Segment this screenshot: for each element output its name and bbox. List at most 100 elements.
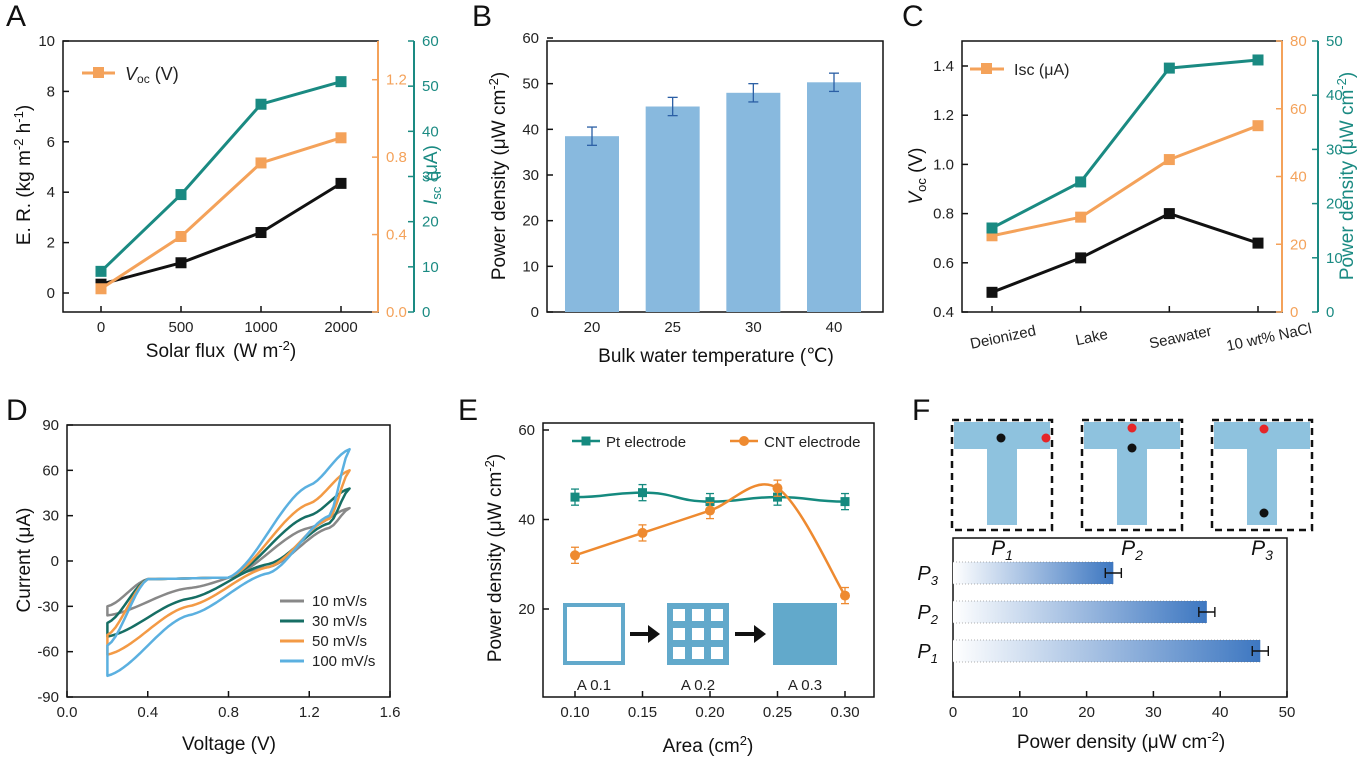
panel-e-inset-electrode-3 [773, 603, 837, 665]
panel-a-series-1-point-0 [95, 283, 107, 295]
panel-a-legend-marker [93, 67, 104, 78]
panel-c-series-0-point-3 [1252, 237, 1264, 249]
panel-c-series-0-point-2 [1163, 208, 1175, 220]
panel-c-series-0-line [991, 212, 1259, 294]
panel-f-device-label-1: P2 [1121, 537, 1143, 563]
panel-a-yorange-tick-label-3: 1.2 [386, 72, 407, 89]
panel-a-series-1-point-2 [255, 157, 267, 169]
panel-c-x-tick-label-2: Seawater [1148, 323, 1214, 353]
panel-a-yorange-tick-label-2: 0.8 [386, 149, 407, 166]
panel-a-yleft-tick-label-3: 6 [47, 134, 55, 151]
panel-e-x-tick-label-2: 0.20 [695, 704, 724, 721]
panel-f-device-box-0 [950, 418, 1054, 532]
panel-b-x-tick-label-0: 20 [584, 319, 601, 336]
panel-d-y-tick-label-6: 90 [42, 417, 59, 434]
panel-f-device-1-electrode-1 [1127, 423, 1137, 433]
panel-e-inset-label-1: A 0.2 [681, 677, 715, 694]
panel-a-yteal-tick-label-0: 0 [422, 304, 430, 321]
panel-c-yleft-tick-label-2: 0.8 [933, 206, 954, 223]
panel-d-y-tick-label-5: 60 [42, 462, 59, 479]
panel-f-letter: F [912, 394, 930, 427]
panel-a-xlabel: Solar flux (W m-2) [146, 338, 296, 362]
panel-a-yorange-tick-label-0: 0.0 [386, 304, 407, 321]
panel-b-ylabel: Power density (μW cm-2) [486, 72, 510, 280]
panel-a-series-2-line [99, 80, 342, 273]
panel-e-inset-electrode-2-pore-2 [711, 609, 723, 621]
panel-c-series-1-point-2 [1163, 154, 1175, 166]
panel-a-series-0-point-2 [255, 227, 267, 239]
panel-e-legend-label-0: Pt electrode [606, 434, 686, 451]
panel-c-letter: C [902, 0, 924, 33]
panel-a-series-1-point-3 [335, 132, 347, 144]
panel-e-inset-electrode-2-pore-8 [711, 647, 723, 659]
panel-e-x-tick-label-1: 0.15 [628, 704, 657, 721]
panel-c-yteal-tick-label-4: 40 [1326, 87, 1343, 104]
panel-d-x-tick-label-2: 0.8 [218, 704, 239, 721]
panel-e-series-1-point-4 [840, 590, 850, 601]
panel-c-series-2-point-1 [1075, 176, 1087, 188]
panel-a-series-0-point-3 [335, 177, 347, 189]
panel-a-yleft-tick-label-2: 4 [47, 184, 55, 201]
panel-d-letter: D [6, 394, 28, 427]
panel-c-yteal-tick-label-0: 0 [1326, 304, 1334, 321]
panel-a-yteal-tick-label-3: 30 [422, 169, 439, 186]
panel-c-series-2-point-2 [1163, 62, 1175, 74]
panel-e-legend-label-1: CNT electrode [764, 434, 860, 451]
panel-e-y-tick-label-0: 20 [518, 601, 535, 618]
panel-c-legend-marker [981, 63, 992, 74]
panel-b-bar-3 [807, 82, 861, 313]
panel-b-y-tick-label-4: 40 [522, 121, 539, 138]
panel-f-errorbar-0 [1104, 568, 1123, 578]
panel-a-yteal-tick-label-4: 40 [422, 123, 439, 140]
panel-e-x-tick-label-3: 0.25 [763, 704, 792, 721]
panel-f-x-tick-label-4: 40 [1212, 704, 1229, 721]
panel-c-series-0-point-1 [1075, 252, 1087, 264]
panel-a-series-1-point-1 [175, 231, 187, 243]
panel-e-inset-electrode-2-pore-4 [692, 628, 704, 640]
panel-e-inset-arrow-0-head [648, 625, 660, 643]
panel-c-yleft-tick-label-4: 1.2 [933, 107, 954, 124]
panel-e-inset-electrode-1 [563, 603, 625, 665]
panel-c-series-2-line [991, 58, 1259, 230]
panel-e-inset-electrode-2-pore-5 [711, 628, 723, 640]
panel-f-device-box-1 [1080, 418, 1184, 532]
panel-e-series-1-point-2 [705, 505, 715, 516]
panel-e-x-tick-label-0: 0.10 [560, 704, 589, 721]
panel-c-yleft-tick-label-1: 0.6 [933, 255, 954, 272]
panel-a-yteal-tick-label-1: 10 [422, 259, 439, 276]
panel-c-series-1-point-0 [986, 230, 998, 242]
panel-f-x-tick-label-1: 10 [1011, 704, 1028, 721]
panel-c-series-0-point-0 [986, 286, 998, 298]
panel-b-x-tick-label-2: 30 [745, 319, 762, 336]
panel-a-series-1-line [100, 136, 342, 291]
panel-c-yorange-tick-label-4: 80 [1290, 33, 1307, 50]
panel-a-yteal-tick-label-5: 50 [422, 78, 439, 95]
panel-f-errorbar-2 [1251, 646, 1269, 656]
panel-e-series-0-point-2 [705, 497, 715, 507]
panel-f-device-0-electrode-0 [996, 433, 1006, 443]
panel-e-y-tick-label-2: 60 [518, 422, 535, 439]
panel-f-device-label-2: P3 [1251, 537, 1273, 563]
panel-c-plot-frame [961, 40, 1283, 313]
panel-f-device-channel-stem-1 [1117, 449, 1147, 525]
panel-d-y-tick-label-1: -60 [37, 644, 59, 661]
panel-e-series-1-point-1 [637, 527, 648, 538]
panel-c-yleft-tick-label-3: 1.0 [933, 156, 954, 173]
panel-e-inset-label-0: A 0.1 [577, 677, 611, 694]
panel-e-series-1-point-0 [570, 550, 580, 561]
panel-c-x-tick-label-1: Lake [1074, 326, 1109, 349]
panel-e-inset-electrode-2-pore-1 [692, 609, 704, 621]
panel-c-ylabel-right: Power density (μW cm-2) [1334, 72, 1358, 280]
panel-c-series-1-line [991, 124, 1259, 238]
panel-f-bar-1 [953, 601, 1207, 623]
panel-e-plot-frame [542, 422, 875, 698]
panel-f-device-2-electrode-1 [1259, 424, 1269, 434]
panel-c-yorange-tick-label-0: 0 [1290, 304, 1298, 321]
panel-a-ylabel-right: Isc (μA) [421, 145, 444, 205]
panel-b-bar-1 [645, 106, 700, 312]
panel-e-series-0-point-4 [840, 497, 850, 507]
panel-f-device-0-electrode-1 [1041, 433, 1051, 443]
panel-a-yleft-tick-label-4: 8 [47, 83, 55, 100]
panel-e-y-tick-label-1: 40 [518, 512, 535, 529]
